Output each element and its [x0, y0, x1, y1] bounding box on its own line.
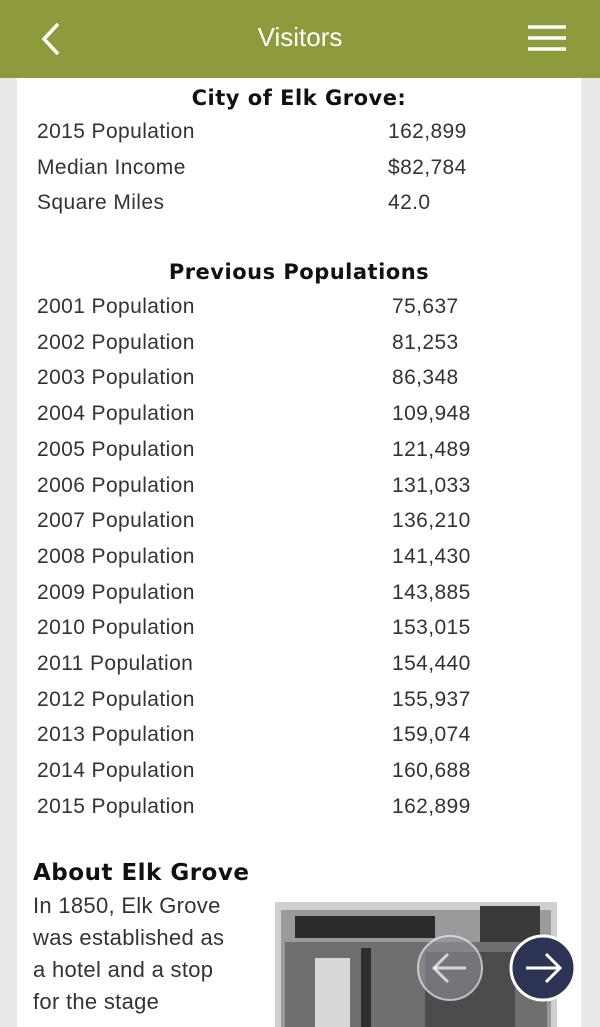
row-value: 141,430: [392, 544, 471, 568]
row-label: 2005 Population: [37, 437, 195, 461]
about-line: for the stage: [33, 989, 160, 1014]
about-line: In 1850, Elk Grove: [33, 893, 221, 918]
row-label: 2012 Population: [37, 687, 195, 711]
row-label: 2010 Population: [37, 616, 195, 640]
row-label: 2013 Population: [37, 723, 195, 747]
row-value: 136,210: [392, 509, 471, 533]
row-label: 2009 Population: [37, 580, 195, 604]
row-value: 42.0: [388, 191, 431, 215]
table-row: 2011 Population 154,440: [37, 652, 577, 682]
about-line: was established as: [33, 925, 225, 950]
table-row: 2010 Population 153,015: [37, 616, 577, 646]
row-value: 131,033: [392, 473, 471, 497]
row-value: 81,253: [392, 330, 459, 354]
table-row: 2009 Population 143,885: [37, 581, 577, 611]
row-label: 2008 Population: [37, 544, 195, 568]
table-row: 2001 Population 75,637: [37, 295, 577, 325]
row-label: 2007 Population: [37, 509, 195, 533]
about-heading: About Elk Grove: [33, 860, 250, 886]
content-card: City of Elk Grove: 2015 Population 162,89…: [17, 78, 581, 1027]
table-row: 2003 Population 86,348: [37, 366, 577, 396]
page-title: Visitors: [257, 22, 343, 52]
table-row: 2004 Population 109,948: [37, 402, 577, 432]
row-label: 2003 Population: [37, 366, 195, 390]
table-row: 2015 Population 162,899: [37, 795, 577, 825]
row-label: 2001 Population: [37, 295, 195, 318]
row-value: 75,637: [392, 295, 459, 318]
table-row: 2005 Population 121,489: [37, 438, 577, 468]
about-line: a hotel and a stop: [33, 957, 214, 982]
table-row: 2007 Population 136,210: [37, 509, 577, 539]
table-row: 2012 Population 155,937: [37, 688, 577, 718]
table-row: Median Income $82,784: [37, 156, 577, 186]
historic-photo: [275, 902, 557, 1027]
row-value: $82,784: [388, 155, 467, 179]
row-value: 121,489: [392, 437, 471, 461]
back-icon: [41, 22, 60, 56]
back-button[interactable]: [38, 20, 66, 58]
row-value: 162,899: [388, 120, 467, 143]
next-arrow-button[interactable]: [508, 933, 578, 1003]
table-row: Square Miles 42.0: [37, 191, 577, 221]
row-label: 2015 Population: [37, 794, 195, 818]
row-value: 86,348: [392, 366, 459, 390]
table-row: 2002 Population 81,253: [37, 331, 577, 361]
row-label: 2015 Population: [37, 120, 195, 143]
row-label: 2006 Population: [37, 473, 195, 497]
row-value: 160,688: [392, 759, 471, 783]
app-bar: Visitors: [0, 0, 600, 78]
row-label: 2011 Population: [37, 652, 194, 675]
row-label: 2004 Population: [37, 402, 195, 426]
row-value: 159,074: [392, 723, 471, 747]
city-heading: City of Elk Grove:: [191, 86, 407, 110]
row-value: 153,015: [392, 616, 471, 640]
previous-heading: Previous Populations: [168, 260, 430, 284]
menu-icon: [528, 25, 566, 51]
row-value: 154,440: [392, 652, 471, 675]
previous-arrow-button[interactable]: [416, 934, 484, 1002]
row-label: Median Income: [37, 155, 186, 179]
menu-button[interactable]: [527, 24, 567, 52]
row-value: 109,948: [392, 402, 471, 426]
table-row: 2013 Population 159,074: [37, 723, 577, 753]
table-row: 2015 Population 162,899: [37, 120, 577, 150]
row-value: 162,899: [392, 794, 471, 818]
row-value: 143,885: [392, 580, 471, 604]
row-value: 155,937: [392, 687, 471, 711]
row-label: 2002 Population: [37, 330, 195, 354]
table-row: 2014 Population 160,688: [37, 759, 577, 789]
table-row: 2008 Population 141,430: [37, 545, 577, 575]
table-row: 2006 Population 131,033: [37, 474, 577, 504]
row-label: Square Miles: [37, 191, 165, 215]
row-label: 2014 Population: [37, 759, 195, 783]
